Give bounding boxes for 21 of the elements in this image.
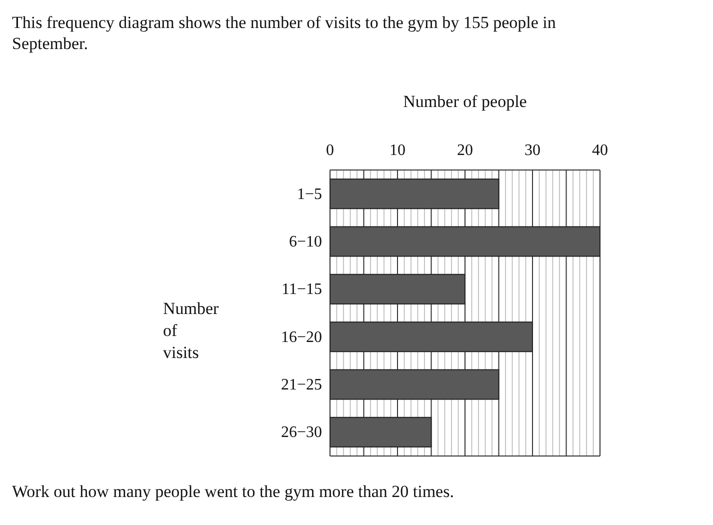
text: Work out how many people went to the gym more than 20 times. — [12, 482, 454, 501]
y-tick-label: 6−10 — [288, 234, 322, 250]
x-tick-label: 0 — [326, 142, 334, 159]
y-tick-label: 21−25 — [280, 376, 322, 394]
x-tick-label: 20 — [457, 142, 473, 159]
y-tick-label: 1−5 — [296, 186, 322, 203]
y-axis-title: Number of visits — [163, 299, 220, 362]
bar — [330, 369, 500, 400]
x-tick-label: 40 — [592, 142, 608, 159]
x-axis-title: Number of people — [403, 92, 527, 111]
bar — [330, 178, 500, 210]
x-tick-label: 10 — [390, 142, 406, 159]
bar — [330, 274, 466, 304]
chart-title: This frequency diagram shows the number of visits to the gym by 155 people in September. — [12, 13, 556, 53]
x-tick-label: 30 — [524, 142, 540, 159]
y-tick-label: 26−30 — [280, 424, 322, 442]
bar — [330, 416, 432, 448]
bar — [330, 322, 533, 352]
bar — [330, 226, 600, 257]
y-tick-label: 11−15 — [282, 281, 322, 298]
y-tick-label: 16−20 — [280, 328, 322, 346]
